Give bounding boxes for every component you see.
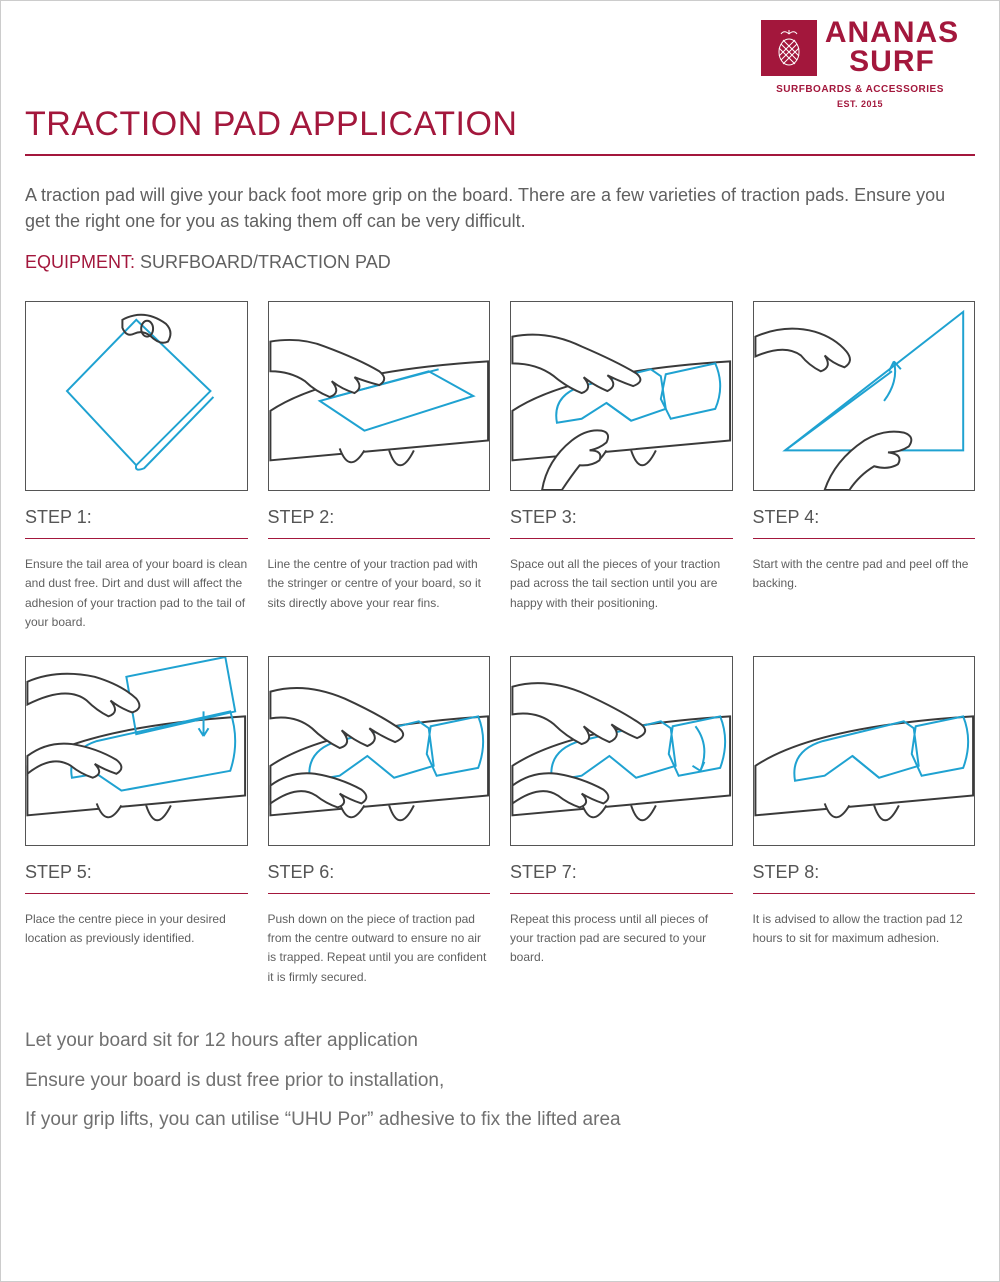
step-8-rule [753, 893, 976, 894]
equipment-row: EQUIPMENT: SURFBOARD/TRACTION PAD [25, 252, 975, 273]
step-2-illustration [268, 301, 491, 491]
step-1-desc: Ensure the tail area of your board is cl… [25, 555, 248, 632]
step-8-illustration [753, 656, 976, 846]
step-2-desc: Line the centre of your traction pad wit… [268, 555, 491, 613]
step-5-label: STEP 5: [25, 862, 248, 883]
step-4: STEP 4: Start with the centre pad and pe… [753, 301, 976, 632]
footer-note-1: Let your board sit for 12 hours after ap… [25, 1021, 975, 1061]
title-rule [25, 154, 975, 156]
footer-notes: Let your board sit for 12 hours after ap… [25, 1021, 975, 1141]
step-6-rule [268, 893, 491, 894]
step-1-rule [25, 538, 248, 539]
brand-header: ANANAS SURF SURFBOARDS & ACCESSORIES EST… [745, 19, 975, 109]
equipment-label: EQUIPMENT: [25, 252, 135, 272]
brand-est: EST. 2015 [745, 99, 975, 109]
step-5-desc: Place the centre piece in your desired l… [25, 910, 248, 948]
brand-name-line2: SURF [825, 48, 959, 77]
step-3-rule [510, 538, 733, 539]
page-title: TRACTION PAD APPLICATION [25, 105, 975, 144]
step-7: STEP 7: Repeat this process until all pi… [510, 656, 733, 987]
logo-row: ANANAS SURF [745, 19, 975, 76]
intro-text: A traction pad will give your back foot … [25, 182, 975, 234]
step-2-label: STEP 2: [268, 507, 491, 528]
steps-grid: STEP 1: Ensure the tail area of your boa… [25, 301, 975, 987]
step-6-label: STEP 6: [268, 862, 491, 883]
step-3-label: STEP 3: [510, 507, 733, 528]
brand-name-line1: ANANAS [825, 19, 959, 48]
step-8-desc: It is advised to allow the traction pad … [753, 910, 976, 948]
equipment-value: SURFBOARD/TRACTION PAD [140, 252, 391, 272]
step-5: STEP 5: Place the centre piece in your d… [25, 656, 248, 987]
step-7-desc: Repeat this process until all pieces of … [510, 910, 733, 968]
page: ANANAS SURF SURFBOARDS & ACCESSORIES EST… [0, 0, 1000, 1282]
step-7-label: STEP 7: [510, 862, 733, 883]
step-1-label: STEP 1: [25, 507, 248, 528]
step-3: STEP 3: Space out all the pieces of your… [510, 301, 733, 632]
brand-tagline: SURFBOARDS & ACCESSORIES [745, 84, 975, 95]
step-4-desc: Start with the centre pad and peel off t… [753, 555, 976, 593]
step-8: STEP 8: It is advised to allow the tract… [753, 656, 976, 987]
step-4-label: STEP 4: [753, 507, 976, 528]
step-7-rule [510, 893, 733, 894]
step-3-desc: Space out all the pieces of your tractio… [510, 555, 733, 613]
step-2-rule [268, 538, 491, 539]
step-5-rule [25, 893, 248, 894]
step-1-illustration [25, 301, 248, 491]
step-6-desc: Push down on the piece of traction pad f… [268, 910, 491, 987]
step-2: STEP 2: Line the centre of your traction… [268, 301, 491, 632]
pineapple-logo-icon [761, 20, 817, 76]
step-5-illustration [25, 656, 248, 846]
step-4-rule [753, 538, 976, 539]
brand-text: ANANAS SURF [825, 19, 959, 76]
footer-note-2: Ensure your board is dust free prior to … [25, 1061, 975, 1101]
step-4-illustration [753, 301, 976, 491]
step-6-illustration [268, 656, 491, 846]
step-1: STEP 1: Ensure the tail area of your boa… [25, 301, 248, 632]
footer-note-3: If your grip lifts, you can utilise “UHU… [25, 1100, 975, 1140]
step-8-label: STEP 8: [753, 862, 976, 883]
step-6: STEP 6: Push down on the piece of tracti… [268, 656, 491, 987]
step-3-illustration [510, 301, 733, 491]
step-7-illustration [510, 656, 733, 846]
